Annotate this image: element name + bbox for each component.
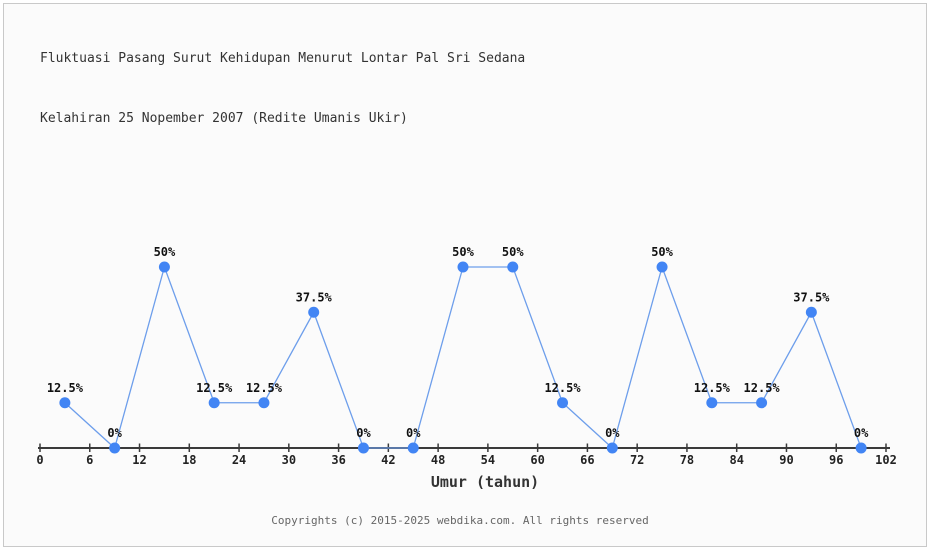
data-point-label: 0% — [854, 426, 869, 440]
data-point-label: 50% — [154, 245, 176, 259]
data-point-label: 0% — [406, 426, 421, 440]
data-point-label: 0% — [356, 426, 371, 440]
data-point-marker — [507, 261, 519, 273]
data-point-marker — [109, 442, 121, 454]
data-point-marker — [557, 397, 569, 409]
x-axis-tick-label: 42 — [381, 453, 395, 467]
x-axis-tick-label: 36 — [331, 453, 345, 467]
data-point-label: 12.5% — [744, 381, 781, 395]
data-point-label: 12.5% — [544, 381, 581, 395]
data-point-marker — [208, 397, 220, 409]
data-point-label: 50% — [452, 245, 474, 259]
x-axis-tick-label: 12 — [132, 453, 146, 467]
data-point-marker — [656, 261, 668, 273]
x-axis-tick-label: 24 — [232, 453, 246, 467]
data-point-marker — [756, 397, 768, 409]
data-point-marker — [407, 442, 419, 454]
chart-title: Fluktuasi Pasang Surut Kehidupan Menurut… — [40, 9, 525, 149]
data-point-label: 12.5% — [694, 381, 731, 395]
x-axis-tick-label: 60 — [530, 453, 544, 467]
data-point-marker — [357, 442, 369, 454]
data-point-label: 37.5% — [296, 290, 333, 304]
data-point-label: 0% — [605, 426, 620, 440]
data-point-label: 12.5% — [196, 381, 233, 395]
data-point-label: 50% — [651, 245, 673, 259]
data-point-label: 37.5% — [793, 290, 830, 304]
x-axis-tick-label: 48 — [431, 453, 445, 467]
data-point-marker — [706, 397, 718, 409]
x-axis-tick-label: 6 — [86, 453, 93, 467]
data-point-label: 50% — [502, 245, 524, 259]
chart-title-line2: Kelahiran 25 Nopember 2007 (Redite Umani… — [40, 111, 408, 126]
x-axis-tick-label: 0 — [36, 453, 43, 467]
x-axis-tick-label: 18 — [182, 453, 196, 467]
x-axis-tick-label: 54 — [481, 453, 495, 467]
x-axis-tick-label: 84 — [729, 453, 743, 467]
copyright-text: Copyrights (c) 2015-2025 webdika.com. Al… — [271, 514, 649, 527]
data-point-label: 12.5% — [47, 381, 84, 395]
x-axis-tick-label: 102 — [875, 453, 897, 467]
x-axis-tick-label: 66 — [580, 453, 594, 467]
series-line — [64, 264, 862, 450]
x-axis-title: Umur (tahun) — [430, 473, 540, 491]
data-point-marker — [855, 442, 867, 454]
x-axis-tick-label: 90 — [779, 453, 793, 467]
chart-title-line1: Fluktuasi Pasang Surut Kehidupan Menurut… — [40, 51, 526, 66]
x-axis-tick-label: 78 — [680, 453, 694, 467]
data-point-marker — [308, 306, 320, 318]
data-point-marker — [606, 442, 618, 454]
data-point-marker — [258, 397, 270, 409]
data-point-label: 12.5% — [246, 381, 283, 395]
data-point-marker — [158, 261, 170, 273]
data-point-marker — [457, 261, 469, 273]
data-point-marker — [805, 306, 817, 318]
x-axis-tick-label: 30 — [282, 453, 296, 467]
chart-panel — [3, 3, 927, 547]
data-point-label: 0% — [107, 426, 122, 440]
x-axis-tick-label: 72 — [630, 453, 644, 467]
data-point-marker — [59, 397, 71, 409]
x-axis-tick-label: 96 — [829, 453, 843, 467]
